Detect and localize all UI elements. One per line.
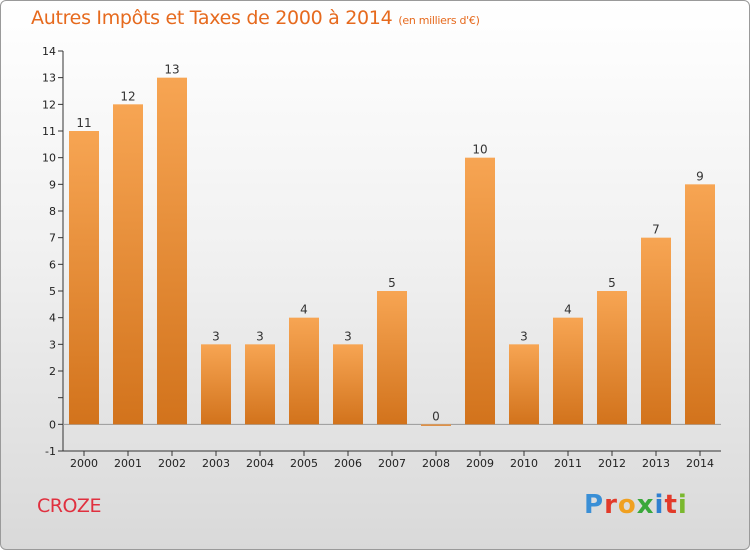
y-tick-label: 14 [42, 45, 56, 58]
bar-data-label: 3 [520, 329, 528, 343]
x-tick-label: 2011 [554, 457, 582, 470]
bar [157, 77, 187, 425]
bar-data-label: 4 [300, 303, 308, 317]
chart-title-text: Autres Impôts et Taxes de 2000 à 2014 [31, 7, 393, 29]
bar-data-label: 13 [164, 63, 179, 77]
y-tick-label: -1 [45, 445, 56, 458]
x-tick-label: 2003 [202, 457, 230, 470]
bar-data-label: 3 [256, 329, 264, 343]
bar-data-label: 0 [432, 409, 440, 423]
bar-data-label: 3 [212, 329, 220, 343]
x-tick-label: 2013 [642, 457, 670, 470]
y-tick-label: 13 [42, 72, 56, 85]
x-tick-label: 2014 [686, 457, 714, 470]
logo-letter: t [664, 490, 678, 520]
x-tick-label: 2008 [422, 457, 450, 470]
bar [641, 237, 671, 425]
x-tick-label: 2007 [378, 457, 406, 470]
x-tick-label: 2000 [70, 457, 98, 470]
bar [685, 184, 715, 425]
logo-letter: P [584, 490, 605, 520]
bar-data-label: 4 [564, 303, 572, 317]
chart-axes: -1 0 2 3 4 5 6 7 8 9 10 11 12 13 14 2000 2001 2002 2003 200… [42, 45, 721, 470]
y-tick-label: 4 [49, 312, 56, 325]
bar-data-label: 12 [120, 89, 135, 103]
y-tick-label: 5 [49, 285, 56, 298]
bar [421, 424, 451, 426]
y-tick-label: 7 [49, 232, 56, 245]
bar [465, 157, 495, 425]
bar [509, 344, 539, 425]
y-tick-label: 2 [49, 365, 56, 378]
y-tick-label: 8 [49, 205, 56, 218]
bar-data-label: 5 [608, 276, 616, 290]
y-tick-label: 3 [49, 338, 56, 351]
logo-letter: i [654, 490, 665, 520]
bar [113, 104, 143, 425]
x-tick-label: 2009 [466, 457, 494, 470]
logo-letter: r [604, 490, 618, 520]
x-tick-label: 2004 [246, 457, 274, 470]
bar-data-label: 3 [344, 329, 352, 343]
bar [201, 344, 231, 425]
x-tick-label: 2001 [114, 457, 142, 470]
bar [553, 317, 583, 425]
x-tick-label: 2012 [598, 457, 626, 470]
chart-data-labels: 11 12 13 3 3 4 3 5 0 10 3 4 5 7 9 [76, 63, 703, 424]
y-tick-label: 6 [49, 258, 56, 271]
bar-data-label: 11 [76, 116, 91, 130]
chart-bars [69, 77, 715, 426]
bar-data-label: 10 [472, 143, 487, 157]
bar [377, 291, 407, 425]
y-tick-label: 12 [42, 98, 56, 111]
bar [597, 291, 627, 425]
bar-data-label: 5 [388, 276, 396, 290]
bar [69, 131, 99, 425]
bar [245, 344, 275, 425]
bar [289, 317, 319, 425]
x-tick-label: 2010 [510, 457, 538, 470]
y-tick-label: 10 [42, 152, 56, 165]
y-tick-label: 0 [49, 418, 56, 431]
bar [333, 344, 363, 425]
proxiti-logo[interactable]: Proxiti [584, 490, 688, 520]
y-tick-label: 9 [49, 178, 56, 191]
x-tick-label: 2002 [158, 457, 186, 470]
logo-letter: x [636, 490, 655, 520]
bar-data-label: 9 [696, 169, 704, 183]
x-tick-label: 2006 [334, 457, 362, 470]
bar-data-label: 7 [652, 223, 660, 237]
y-tick-label: 11 [42, 125, 56, 138]
logo-letter: o [617, 490, 637, 520]
commune-name: CROZE [37, 495, 101, 517]
x-tick-label: 2005 [290, 457, 318, 470]
logo-letter: i [677, 490, 688, 520]
chart-unit: (en milliers d'€) [398, 14, 480, 27]
chart-title: Autres Impôts et Taxes de 2000 à 2014 (en… [31, 7, 480, 29]
